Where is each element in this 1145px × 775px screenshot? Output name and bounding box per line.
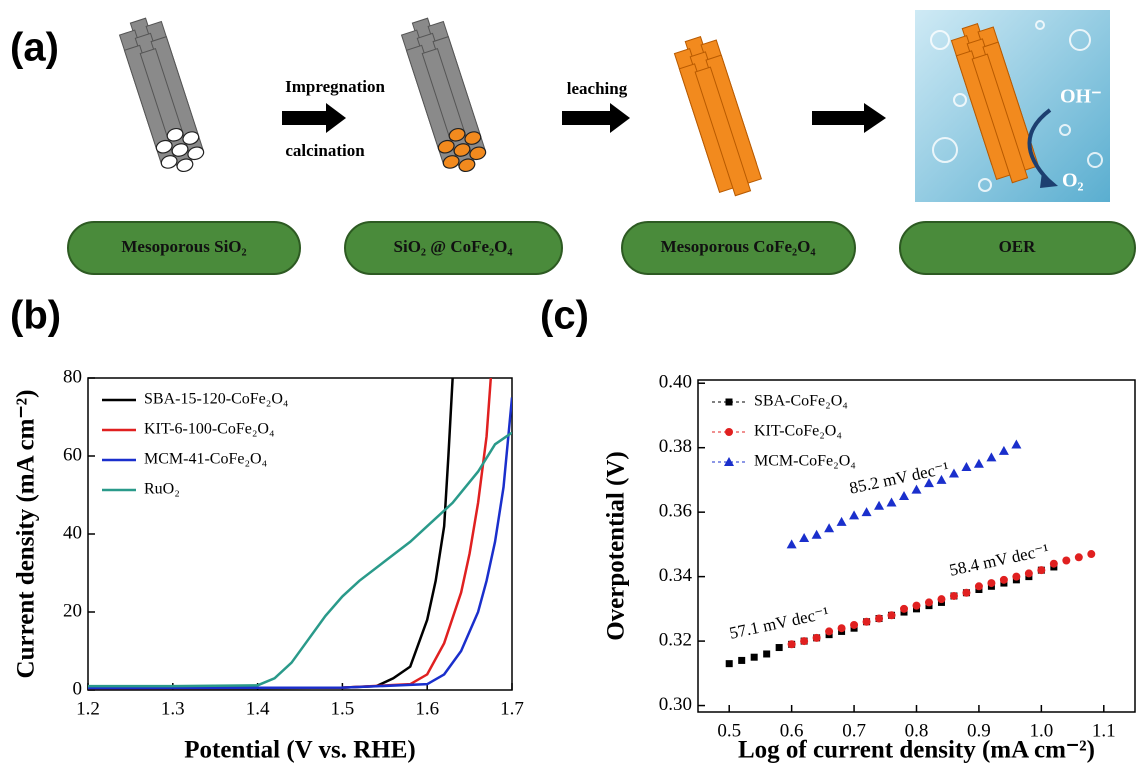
point xyxy=(1050,560,1058,568)
point xyxy=(887,497,897,506)
point xyxy=(726,660,733,667)
point xyxy=(1025,569,1033,577)
legend-label: SBA-CoFe₂O₄ xyxy=(754,393,848,410)
point xyxy=(1037,566,1045,574)
figure: (a) Impregnation calcination leaching OH… xyxy=(0,0,1145,775)
legend-label: MCM-41-CoFe₂O₄ xyxy=(144,451,268,468)
x-tick-label: 1.4 xyxy=(246,698,270,719)
annotation: 58.4 mV dec⁻¹ xyxy=(948,540,1051,580)
point xyxy=(849,510,859,519)
panel-label: (c) xyxy=(540,294,589,338)
legend-label: RuO₂ xyxy=(144,481,180,498)
oer-label: O₂ xyxy=(1062,170,1084,192)
y-tick-label: 0.36 xyxy=(659,501,692,522)
rod-bundles xyxy=(117,14,1041,200)
y-tick-label: 40 xyxy=(63,522,82,543)
y-axis-label: Overpotential (V) xyxy=(603,451,630,641)
point xyxy=(974,459,984,468)
y-tick-label: 0.30 xyxy=(659,694,692,715)
legend-label: MCM-CoFe₂O₄ xyxy=(754,453,856,470)
point xyxy=(888,611,896,619)
point xyxy=(863,618,871,626)
point xyxy=(837,517,847,526)
point xyxy=(838,624,846,632)
point xyxy=(1011,439,1021,448)
point xyxy=(1000,576,1008,584)
point xyxy=(987,579,995,587)
point xyxy=(1075,553,1083,561)
point xyxy=(787,539,797,548)
point xyxy=(950,592,958,600)
x-tick-label: 1.7 xyxy=(500,698,524,719)
point xyxy=(986,452,996,461)
x-tick-label: 1.3 xyxy=(161,698,185,719)
y-tick-label: 0.38 xyxy=(659,436,692,457)
point xyxy=(949,468,959,477)
panel-label: (a) xyxy=(10,26,59,70)
stage-label: OER xyxy=(999,237,1037,256)
point xyxy=(999,446,1009,455)
x-tick-label: 1.2 xyxy=(76,698,100,719)
stage-label: SiO₂ @ CoFe₂O₄ xyxy=(394,237,513,256)
point xyxy=(874,501,884,510)
point xyxy=(925,598,933,606)
legend-marker xyxy=(726,399,733,406)
y-tick-label: 0.40 xyxy=(659,372,692,393)
panel-label: (b) xyxy=(10,294,61,338)
step-label: calcination xyxy=(285,141,365,160)
point xyxy=(800,637,808,645)
point xyxy=(825,627,833,635)
y-tick-label: 0.34 xyxy=(659,565,693,586)
point xyxy=(937,595,945,603)
stage-label: Mesoporous SiO₂ xyxy=(121,237,246,256)
legend-label: KIT-CoFe₂O₄ xyxy=(754,423,842,440)
point xyxy=(1012,573,1020,581)
point xyxy=(913,602,921,610)
point xyxy=(975,582,983,590)
y-axis-label: Current density (mA cm⁻²) xyxy=(13,390,40,679)
point xyxy=(812,530,822,539)
y-tick-label: 60 xyxy=(63,444,82,465)
y-tick-label: 0 xyxy=(73,678,83,699)
point xyxy=(862,507,872,516)
legend-marker xyxy=(725,428,733,436)
point xyxy=(763,650,770,657)
point xyxy=(824,523,834,532)
x-tick-label: 1.6 xyxy=(415,698,439,719)
point xyxy=(962,589,970,597)
y-tick-label: 0.32 xyxy=(659,629,692,650)
oer-label: OH⁻ xyxy=(1060,86,1102,108)
point xyxy=(751,654,758,661)
point xyxy=(899,491,909,500)
step-label: Impregnation xyxy=(285,77,385,96)
annotation: 85.2 mV dec⁻¹ xyxy=(848,458,951,498)
x-axis-label: Potential (V vs. RHE) xyxy=(184,737,415,764)
rod-bundle xyxy=(672,32,764,200)
rod-bundle xyxy=(117,14,208,178)
step-label: leaching xyxy=(567,79,628,98)
point xyxy=(900,605,908,613)
panel-a: (a) Impregnation calcination leaching OH… xyxy=(10,10,1135,274)
x-axis-label: Log of current density (mA cm⁻²) xyxy=(738,737,1095,764)
stage-label: Mesoporous CoFe₂O₄ xyxy=(661,237,816,256)
point xyxy=(1087,550,1095,558)
x-tick-label: 1.5 xyxy=(331,698,355,719)
point xyxy=(912,485,922,494)
point xyxy=(961,462,971,471)
point xyxy=(738,657,745,664)
point xyxy=(850,621,858,629)
point xyxy=(776,644,783,651)
point xyxy=(799,533,809,542)
x-tick-label: 1.1 xyxy=(1092,720,1116,741)
arrows xyxy=(282,103,886,133)
point xyxy=(813,634,821,642)
rod-bundle xyxy=(399,14,490,178)
point xyxy=(875,615,883,623)
y-tick-label: 20 xyxy=(63,600,82,621)
legend-label: SBA-15-120-CoFe₂O₄ xyxy=(144,391,289,408)
legend-label: KIT-6-100-CoFe₂O₄ xyxy=(144,421,275,438)
point xyxy=(788,640,796,648)
y-tick-label: 80 xyxy=(63,366,82,387)
point xyxy=(1062,557,1070,565)
